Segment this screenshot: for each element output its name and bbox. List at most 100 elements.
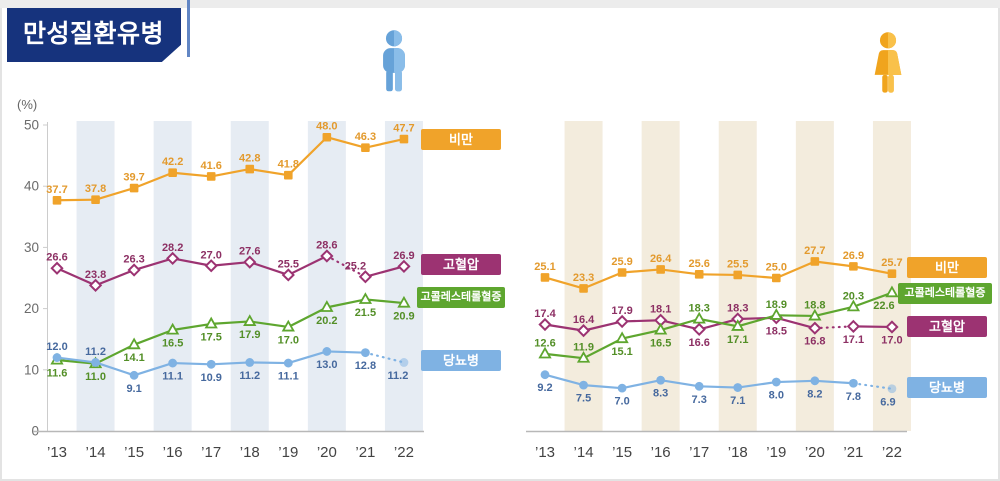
고혈압-marker — [127, 263, 141, 277]
female-x-label: ’16 — [651, 444, 671, 461]
title-ribbon: 만성질환유병률 — [7, 8, 181, 62]
당뇨병-marker — [694, 381, 704, 391]
고혈압-value-label: 17.4 — [534, 308, 556, 320]
line-segment — [248, 260, 290, 277]
line-segment — [852, 291, 894, 308]
female-x-label: ’19 — [766, 444, 786, 461]
고콜레스테롤혈증-marker — [885, 285, 899, 298]
line-segment — [543, 276, 585, 290]
female-x-label: ’13 — [535, 444, 555, 461]
male-legend-고혈압: 고혈압 — [421, 254, 501, 275]
비만-marker — [849, 262, 858, 271]
고콜레스테롤혈증-marker — [731, 319, 745, 331]
male-year-band — [76, 121, 115, 431]
male-series-고혈압: 26.6 23.8 26.3 28.2 27.0 27.6 25.5 28.6 25.2 26.9 — [46, 239, 415, 292]
female-series-당뇨병: 9.2 7.5 7.0 8.3 7.3 7.1 8.0 8.2 7.8 6.9 — [537, 370, 897, 408]
line-segment — [325, 136, 367, 149]
고콜레스테롤혈증-value-label: 11.9 — [573, 342, 594, 354]
고콜레스테롤혈증-value-label: 18.9 — [766, 299, 787, 311]
male-legend-고콜레스테롤혈증: 고콜레스테롤혈증 — [417, 287, 505, 308]
당뇨병-marker — [322, 347, 332, 356]
비만-value-label: 41.8 — [278, 159, 299, 171]
당뇨병-marker — [540, 370, 550, 380]
당뇨병-value-label: 11.2 — [85, 346, 106, 358]
female-person-icon — [865, 31, 911, 103]
line-segment — [287, 254, 328, 277]
당뇨병-value-label: 9.2 — [537, 382, 552, 394]
비만-value-label: 37.7 — [46, 184, 67, 196]
line-segment — [171, 322, 213, 332]
비만-marker — [579, 284, 588, 293]
고콜레스테롤혈증-marker — [358, 292, 373, 304]
line-segment — [133, 171, 174, 190]
비만-value-label: 23.3 — [573, 272, 594, 284]
top-border-strip — [0, 0, 1000, 8]
line-segment — [287, 350, 328, 365]
male-year-band — [307, 121, 346, 431]
당뇨병-marker — [283, 358, 293, 368]
female-series-고콜레스테롤혈증: 12.6 11.9 15.1 16.5 18.3 17.1 18.9 18.8 20.3 22.6 — [534, 285, 899, 363]
비만-value-label: 25.6 — [688, 258, 709, 270]
비만-marker — [656, 265, 665, 274]
line-segment — [210, 361, 251, 366]
line-segment — [248, 320, 290, 329]
line-segment — [852, 265, 894, 275]
고혈압-marker — [885, 320, 899, 334]
line-segment — [55, 267, 97, 287]
male-person-icon — [371, 29, 417, 101]
비만-marker — [810, 257, 820, 266]
title-accent-line — [187, 0, 190, 57]
line-segment — [171, 171, 213, 178]
비만-value-label: 25.9 — [611, 256, 632, 268]
고혈압-value-label: 25.5 — [278, 258, 299, 270]
당뇨병-marker — [206, 359, 216, 369]
당뇨병-marker — [245, 358, 255, 367]
고콜레스테롤혈증-marker — [243, 314, 257, 326]
y-tick-label: 30 — [24, 240, 39, 255]
line-segment — [325, 298, 367, 309]
고혈압-marker — [615, 314, 629, 329]
비만-marker — [694, 270, 704, 279]
고혈압-value-label: 28.6 — [316, 239, 337, 251]
male-x-label: ’18 — [240, 444, 260, 461]
고콜레스테롤혈증-value-label: 21.5 — [355, 307, 376, 319]
고콜레스테롤혈증-marker — [127, 337, 141, 350]
male-x-label: ’17 — [201, 444, 221, 461]
고콜레스테롤혈증-value-label: 12.6 — [534, 337, 555, 349]
line-segment — [736, 273, 778, 280]
당뇨병-value-label: 12.0 — [46, 341, 67, 353]
line-segment — [775, 314, 816, 318]
고혈압-marker — [166, 251, 180, 266]
line-segment — [55, 358, 97, 365]
고혈압-value-label: 18.1 — [650, 304, 671, 316]
line-segment — [325, 254, 367, 278]
당뇨병-value-label: 13.0 — [316, 359, 337, 371]
line-segment — [94, 343, 136, 365]
고혈압-value-label: 26.6 — [46, 252, 67, 264]
line-segment — [171, 361, 213, 366]
비만-value-label: 37.8 — [85, 183, 106, 195]
고콜레스테롤혈증-value-label: 18.8 — [804, 299, 825, 311]
line-segment — [364, 298, 406, 305]
고혈압-value-label: 25.2 — [345, 260, 366, 272]
line-segment — [736, 314, 778, 328]
line-segment — [364, 137, 406, 149]
고혈압-marker — [88, 278, 103, 292]
당뇨병-marker — [91, 358, 100, 367]
female-x-label: ’21 — [843, 444, 863, 461]
비만-marker — [887, 269, 897, 279]
당뇨병-value-label: 12.8 — [355, 360, 376, 372]
line-segment — [698, 317, 739, 331]
고콜레스테롤혈증-value-label: 14.1 — [123, 352, 144, 364]
당뇨병-value-label: 9.1 — [126, 383, 141, 395]
고혈압-marker — [808, 321, 822, 335]
비만-value-label: 25.0 — [766, 262, 787, 274]
당뇨병-value-label: 7.1 — [730, 395, 745, 407]
line-segment — [55, 198, 97, 202]
line-segment — [775, 260, 816, 280]
고콜레스테롤혈증-marker — [615, 331, 629, 344]
고혈압-value-label: 28.2 — [162, 242, 183, 254]
고콜레스테롤혈증-marker — [397, 295, 411, 308]
female-legend-고콜레스테롤혈증: 고콜레스테롤혈증 — [898, 283, 992, 304]
당뇨병-value-label: 7.5 — [576, 393, 591, 405]
